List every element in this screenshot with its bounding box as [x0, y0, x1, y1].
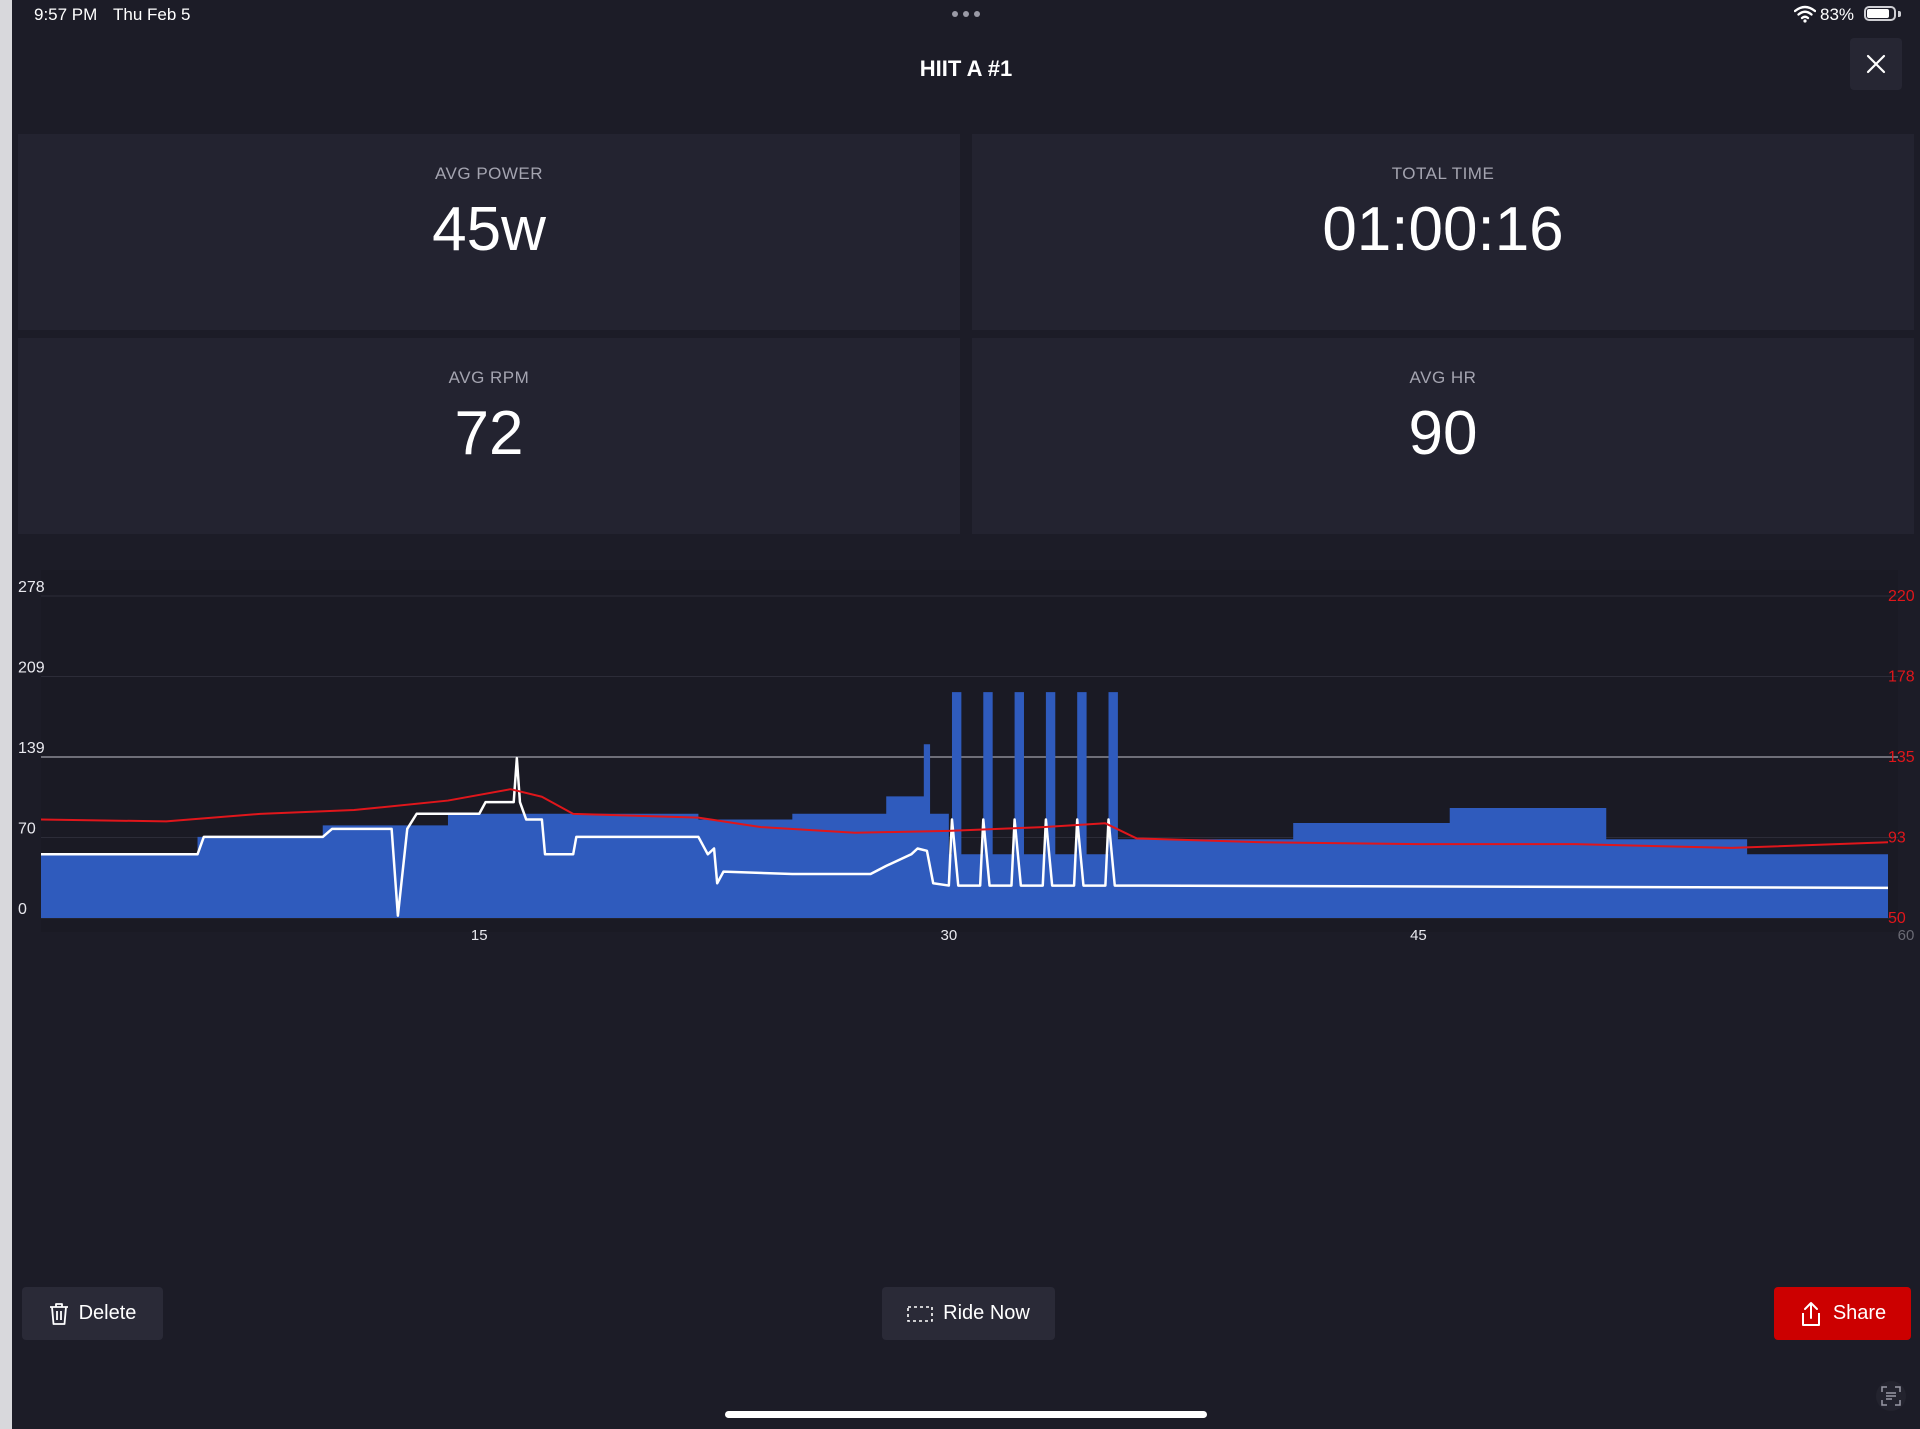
battery-icon — [1864, 6, 1896, 21]
live-text-icon[interactable] — [1876, 1381, 1906, 1411]
close-icon — [1866, 54, 1886, 74]
stat-label: AVG POWER — [434, 164, 544, 183]
y-left-tick-label: 209 — [18, 660, 45, 677]
status-time: 9:57 PM — [34, 5, 98, 24]
delete-label: Delete — [78, 1302, 137, 1324]
y-left-tick-label: 70 — [18, 821, 36, 838]
y-right-tick-label: 93 — [1888, 830, 1906, 847]
y-left-tick-label: 278 — [18, 579, 45, 596]
rpm-line-series — [41, 756, 1889, 917]
ride-now-button[interactable]: Ride Now — [882, 1287, 1055, 1340]
stat-label: TOTAL TIME — [1391, 164, 1495, 183]
y-left-tick-label: 0 — [18, 901, 27, 918]
close-button[interactable] — [1850, 38, 1902, 90]
stat-value: 72 — [454, 399, 524, 468]
workout-detail-screen: 9:57 PM Thu Feb 5 83% HIIT A #1 AVG POWE… — [12, 0, 1920, 1429]
share-icon — [1801, 1301, 1820, 1326]
stat-avg-hr: AVG HR 90 — [972, 338, 1914, 534]
hr-line-series — [40, 788, 1889, 849]
home-indicator[interactable] — [725, 1411, 1207, 1418]
workout-chart-svg: 0 70 139 209 278 50 93 135 178 220 15 30 45 60 — [18, 570, 1915, 940]
stat-avg-rpm: AVG RPM 72 — [18, 338, 960, 534]
y-right-tick-label: 50 — [1888, 910, 1906, 927]
trash-icon — [49, 1302, 68, 1325]
ride-now-icon — [907, 1305, 933, 1322]
x-tick-label: 45 — [1410, 927, 1427, 940]
stat-total-time: TOTAL TIME 01:00:16 — [972, 134, 1914, 330]
stats-grid: AVG POWER 45w TOTAL TIME 01:00:16 AVG RP… — [18, 134, 1914, 534]
x-tick-label: 60 — [1898, 927, 1915, 940]
share-button[interactable]: Share — [1774, 1287, 1911, 1340]
share-label: Share — [1832, 1302, 1887, 1324]
battery-percentage: 83% — [1820, 5, 1855, 24]
y-right-tick-label: 135 — [1888, 749, 1915, 766]
stat-value: 01:00:16 — [1322, 195, 1564, 264]
multitasking-dots-icon[interactable] — [952, 11, 980, 17]
stat-label: AVG RPM — [448, 368, 530, 387]
stat-label: AVG HR — [1409, 368, 1477, 387]
ride-now-label: Ride Now — [943, 1302, 1030, 1324]
y-right-tick-label: 178 — [1888, 669, 1915, 686]
workout-title: HIIT A #1 — [919, 56, 1013, 81]
x-tick-label: 15 — [471, 927, 488, 940]
window-edge — [0, 0, 12, 1429]
delete-button[interactable]: Delete — [22, 1287, 163, 1340]
wifi-icon — [1794, 5, 1816, 23]
stat-value: 45w — [432, 195, 546, 264]
status-date: Thu Feb 5 — [113, 5, 191, 24]
stat-avg-power: AVG POWER 45w — [18, 134, 960, 330]
y-left-tick-label: 139 — [18, 740, 45, 757]
x-tick-label: 30 — [941, 927, 958, 940]
workout-chart: 0 70 139 209 278 50 93 135 178 220 15 30 45 60 — [12, 570, 1920, 940]
stat-value: 90 — [1408, 399, 1478, 468]
status-bar: 9:57 PM Thu Feb 5 83% — [12, 0, 1920, 30]
scan-text-icon — [1881, 1386, 1901, 1406]
power-area-series — [41, 692, 1888, 918]
y-right-tick-label: 220 — [1888, 588, 1915, 605]
battery-nub — [1898, 11, 1901, 17]
